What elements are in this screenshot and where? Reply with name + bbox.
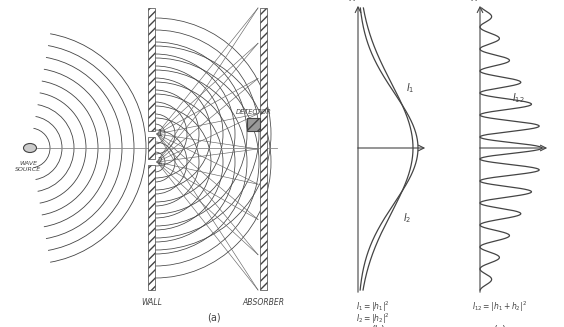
Text: X: X [349,0,355,3]
Text: $I_2 = |h_2|^2$: $I_2 = |h_2|^2$ [356,312,390,326]
Text: 2: 2 [157,158,162,166]
Text: WAVE
SOURCE: WAVE SOURCE [15,161,41,172]
Bar [148,137,155,159]
Text: 1: 1 [157,129,162,139]
Text: $I_1 = |h_1|^2$: $I_1 = |h_1|^2$ [356,300,390,314]
Text: $I_1$: $I_1$ [406,81,415,95]
Bar [247,118,260,131]
Text: WALL: WALL [141,298,162,307]
Text: (b): (b) [371,325,385,327]
Bar [148,165,155,290]
Text: $I_{12}= |h_1 + h_2|^2$: $I_{12}= |h_1 + h_2|^2$ [473,300,527,314]
Text: ABSORBER: ABSORBER [243,298,284,307]
Bar [260,8,267,290]
Text: $I_2$: $I_2$ [403,211,411,225]
Text: DETECTOR: DETECTOR [236,109,271,115]
Text: $I_{12}$: $I_{12}$ [512,91,525,105]
Ellipse shape [24,144,37,152]
Text: X: X [471,0,477,3]
Text: (c): (c) [494,325,506,327]
Text: (a): (a) [207,312,221,322]
Bar [148,8,155,131]
